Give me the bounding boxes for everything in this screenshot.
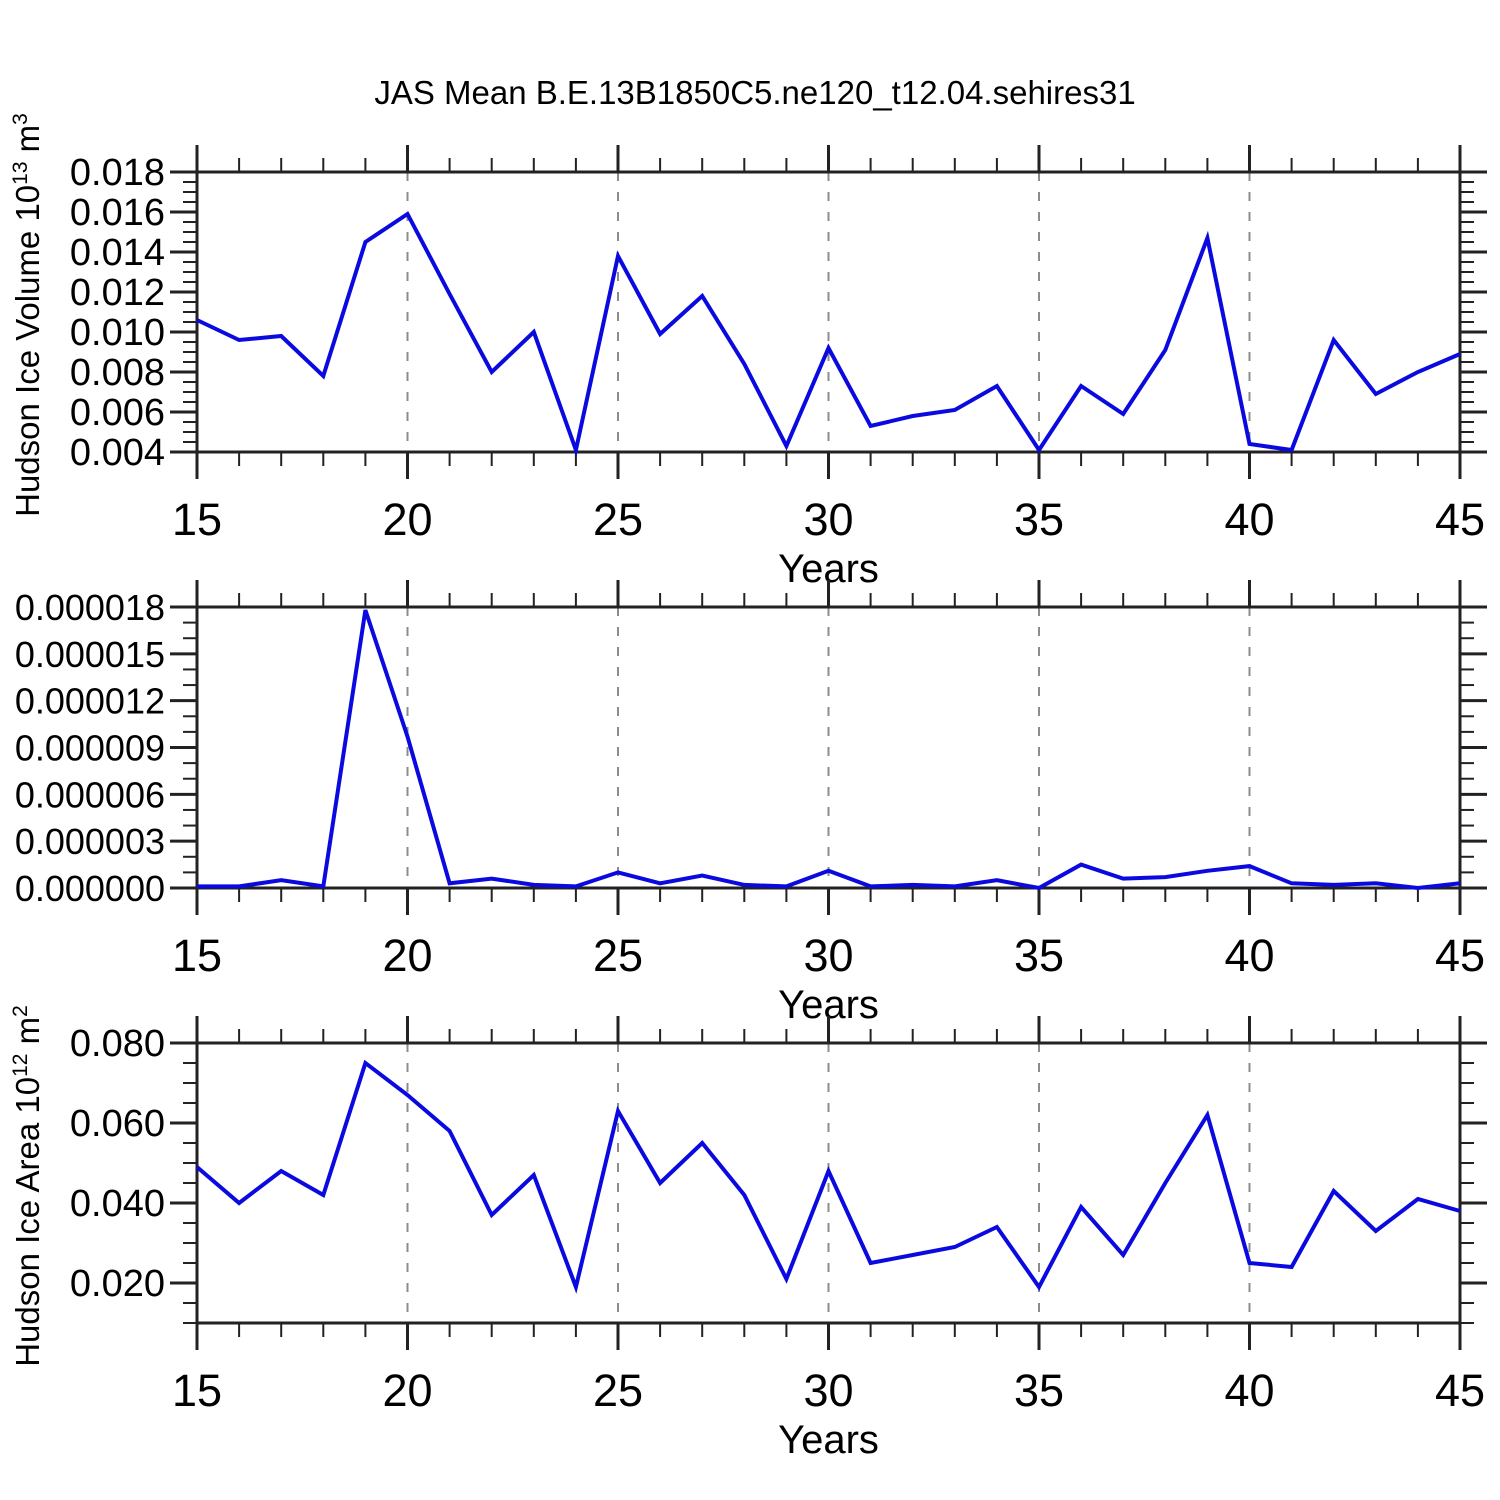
y-tick-label: 0.014 [70, 232, 165, 274]
data-line [197, 609, 1461, 891]
panel-hudson-ice-middle: 0.000000 0.000003 0.000006 0.000009 0.000012… [15, 580, 1487, 1027]
y-tick-label: 0.020 [70, 1263, 165, 1305]
x-tick-label: 35 [1014, 930, 1064, 981]
y-tick-label: 0.040 [70, 1183, 165, 1225]
y-tick-label: 0.000009 [15, 728, 165, 769]
x-tick-label: 15 [172, 930, 222, 981]
x-tick-label: 20 [382, 930, 432, 981]
x-tick-label: 30 [803, 1365, 853, 1416]
x-tick-label: 25 [593, 930, 643, 981]
x-tick-label: 35 [1014, 1365, 1064, 1416]
x-tick-label: 20 [382, 494, 432, 545]
y-tick-label: 0.000012 [15, 681, 165, 722]
y-tick-label: 0.010 [70, 312, 165, 354]
x-tick-label: 25 [593, 1365, 643, 1416]
panel-hudson-ice-volume: 0.0040.0060.0080.0100.0120.0140.0160.018… [70, 145, 1487, 591]
x-tick-label: 15 [172, 1365, 222, 1416]
figure-title: JAS Mean B.E.13B1850C5.ne120_t12.04.sehi… [374, 74, 1136, 111]
y-tick-label: 0.008 [70, 352, 165, 394]
y-tick-label: 0.016 [70, 192, 165, 234]
y-tick-label: 0.000006 [15, 774, 165, 815]
y-tick-label: 0.080 [70, 1023, 165, 1065]
y-tick-label: 0.012 [70, 272, 165, 314]
x-tick-label: 45 [1435, 1365, 1485, 1416]
y-tick-label: 0.004 [70, 432, 165, 474]
y-tick-label: 0.060 [70, 1103, 165, 1145]
y-tick-label: 0.018 [70, 152, 165, 194]
x-tick-label: 40 [1224, 494, 1274, 545]
x-tick-label: 15 [172, 494, 222, 545]
x-tick-label: 45 [1435, 494, 1485, 545]
y-tick-label: 0.000000 [15, 868, 165, 909]
x-tick-label: 30 [803, 494, 853, 545]
data-line [196, 211, 1461, 458]
x-axis-title: Years [778, 1418, 879, 1462]
data-line [195, 1059, 1461, 1294]
panel-hudson-ice-area: 0.020 0.040 0.060 0.080 15 20 25 30 35 40 45 Years [70, 1016, 1487, 1462]
x-tick-label: 45 [1435, 930, 1485, 981]
y-tick-label: 0.000003 [15, 821, 165, 862]
x-tick-label: 40 [1224, 1365, 1274, 1416]
y-tick-label: 0.000015 [15, 634, 165, 675]
x-tick-label: 25 [593, 494, 643, 545]
y-tick-label: 0.006 [70, 392, 165, 434]
y-tick-label: 0.000018 [15, 587, 165, 628]
x-tick-label: 30 [803, 930, 853, 981]
x-tick-label: 20 [382, 1365, 432, 1416]
x-tick-label: 35 [1014, 494, 1064, 545]
x-tick-label: 40 [1224, 930, 1274, 981]
